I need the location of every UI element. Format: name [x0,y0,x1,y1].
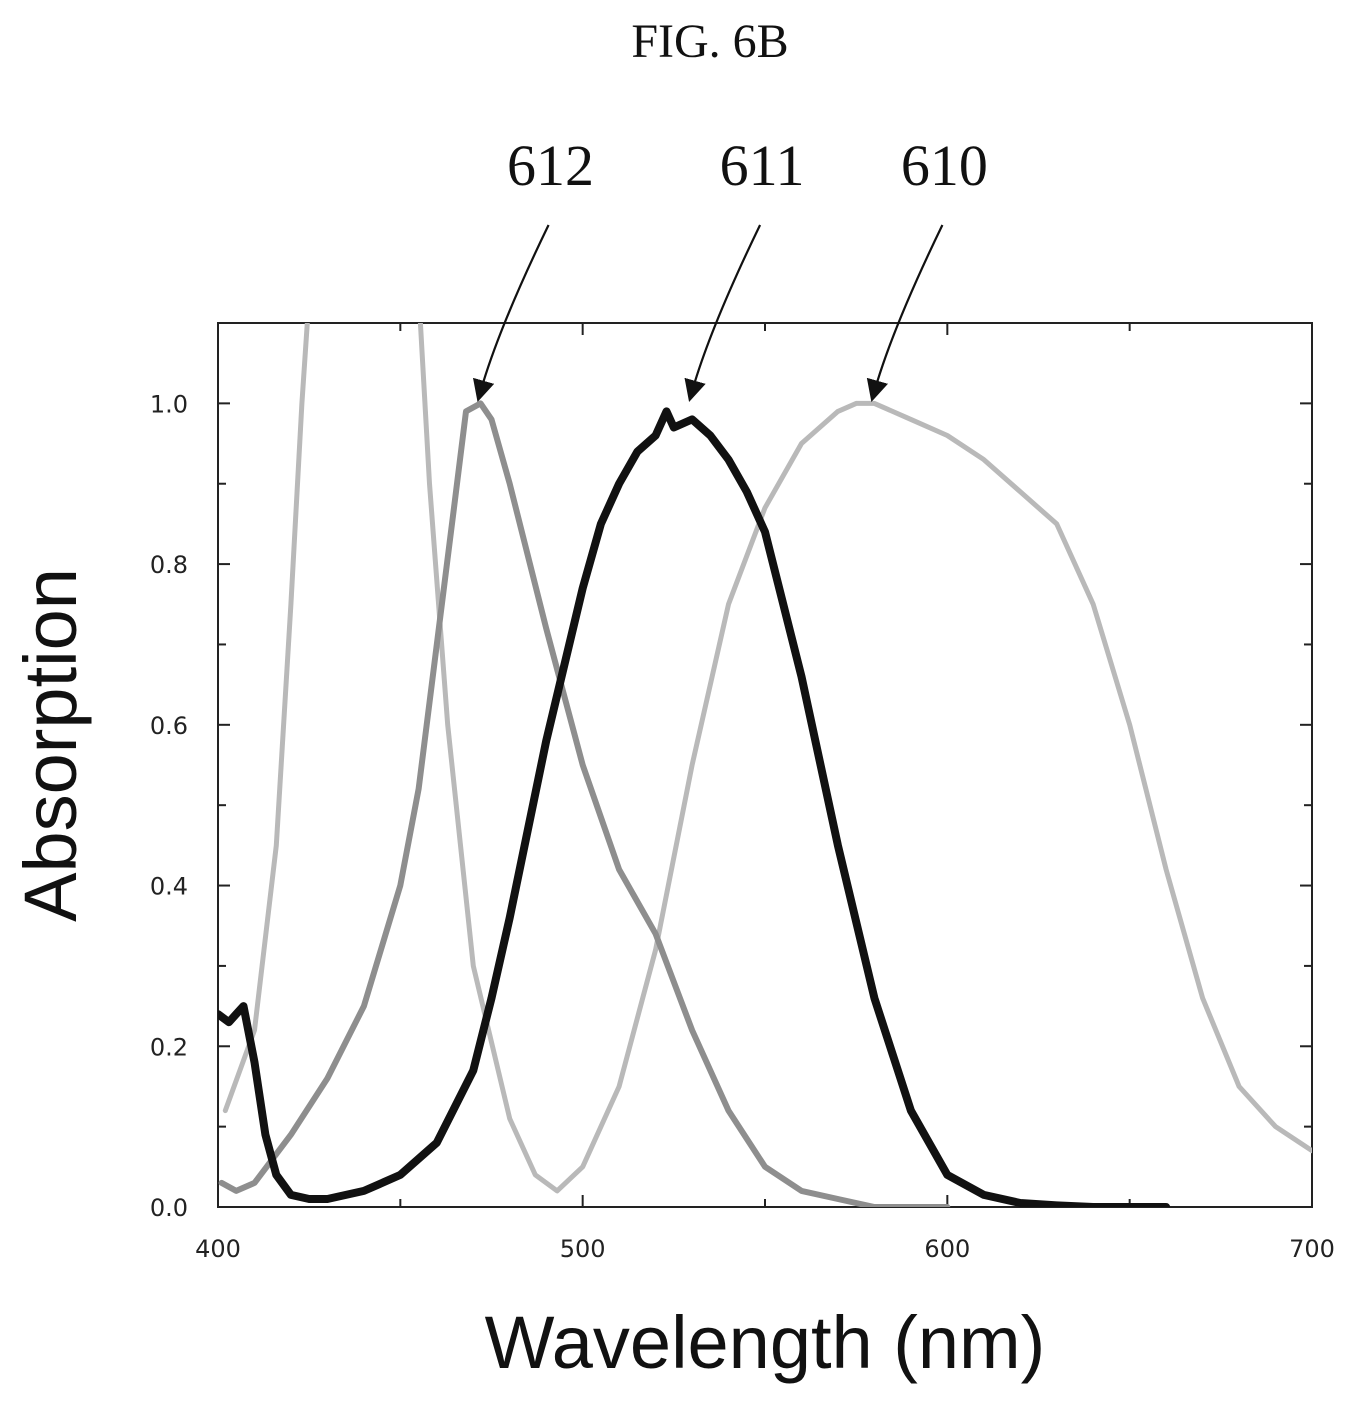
reference-arrow-611 [684,224,762,402]
reference-arrow-610 [866,224,944,402]
y-tick-label: 0.6 [150,712,188,740]
plot-frame [217,322,1313,1208]
tick-marks [217,322,1313,1208]
reference-arrow-612 [472,224,550,402]
reference-label-612: 612 [507,133,594,198]
series-line-610 [417,323,1312,1194]
annotation-layer: 612 611 610 [472,133,988,402]
y-tick-label: 0.8 [150,551,188,579]
x-axis-ticks: 400 500 600 700 [195,1235,1335,1263]
reference-label-611: 611 [720,133,805,198]
y-axis-title: Absorption [9,568,92,922]
x-tick-label: 700 [1289,1235,1335,1263]
x-tick-label: 500 [560,1235,606,1263]
y-tick-label: 0.0 [150,1194,188,1222]
series-layer [218,323,1312,1207]
series-line-610 [222,323,310,1114]
x-axis-title: Wavelength (nm) [485,1301,1046,1384]
y-tick-label: 0.2 [150,1033,188,1061]
y-axis-ticks: 0.0 0.2 0.4 0.6 0.8 1.0 [150,390,188,1222]
y-tick-label: 0.4 [150,873,188,901]
plot-border [217,322,1313,1208]
y-tick-label: 1.0 [150,390,188,418]
x-tick-label: 400 [195,1235,241,1263]
series-line-611 [218,407,1171,1207]
x-tick-label: 600 [924,1235,970,1263]
series-line-612 [218,400,951,1207]
figure-title: FIG. 6B [631,15,789,68]
reference-label-610: 610 [901,133,988,198]
